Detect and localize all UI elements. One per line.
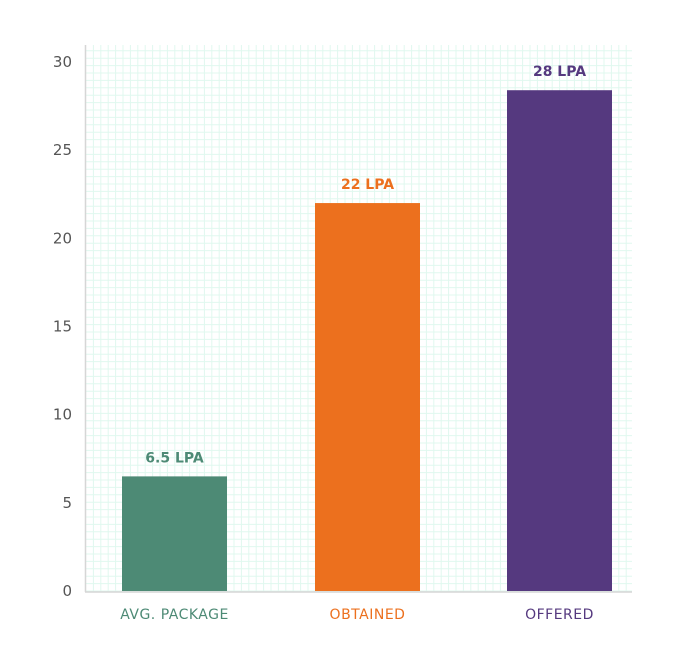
data-label: 22 LPA: [341, 177, 394, 193]
bar: [507, 90, 612, 592]
y-tick-label: 15: [53, 318, 72, 336]
x-category-label: OFFERED: [525, 607, 594, 623]
y-tick-label: 25: [53, 141, 72, 159]
y-tick-label: 30: [53, 53, 72, 71]
x-category-label: OBTAINED: [330, 607, 406, 623]
data-label: 6.5 LPA: [145, 450, 204, 466]
x-category-label: AVG. PACKAGE: [120, 607, 229, 623]
bar: [122, 476, 227, 591]
data-label: 28 LPA: [533, 64, 586, 80]
y-tick-label: 0: [62, 582, 72, 600]
y-tick-label: 5: [62, 494, 72, 512]
y-tick-label: 20: [53, 229, 72, 247]
bar: [315, 203, 420, 592]
y-tick-label: 10: [53, 406, 72, 424]
